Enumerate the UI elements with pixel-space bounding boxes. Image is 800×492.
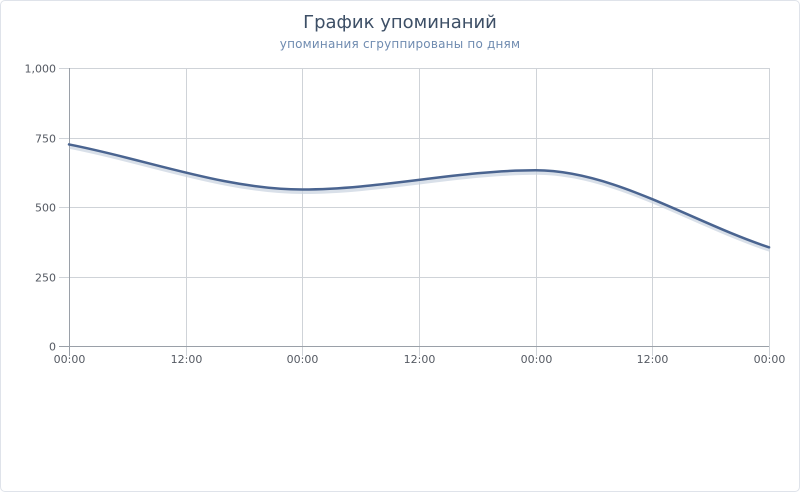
x-tick-label: 12:00	[404, 353, 436, 366]
y-tick-label: 250	[35, 272, 56, 285]
x-tick-label: 12:00	[637, 353, 669, 366]
axes	[59, 68, 769, 356]
series-line	[67, 143, 771, 249]
grid	[59, 68, 770, 356]
x-tick-label: 00:00	[521, 353, 553, 366]
y-tick-label: 500	[35, 202, 56, 215]
chart-title: График упоминаний	[303, 12, 497, 33]
x-tick-label: 00:00	[287, 353, 319, 366]
y-axis-ticks: 0 250 500 750 1,000	[25, 63, 57, 354]
y-tick-label: 750	[35, 133, 56, 146]
series-line-shadow	[69, 143, 771, 252]
series-layer	[67, 143, 771, 252]
x-tick-label: 00:00	[54, 353, 86, 366]
chart-subtitle: упоминания сгруппированы по дням	[279, 37, 521, 51]
x-tick-label: 00:00	[754, 353, 786, 366]
x-axis-ticks: 00:00 12:00 00:00 12:00 00:00 12:00 00:00	[54, 353, 786, 366]
y-tick-label: 0	[49, 341, 56, 354]
x-tick-label: 12:00	[171, 353, 203, 366]
y-tick-label: 1,000	[25, 63, 57, 76]
